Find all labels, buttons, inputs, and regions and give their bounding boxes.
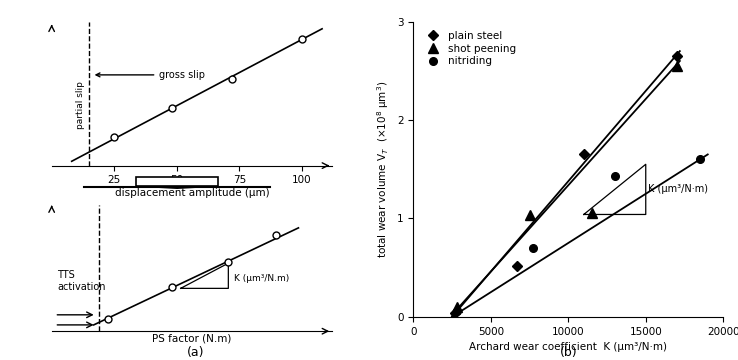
Text: K (μm³/N·m): K (μm³/N·m) bbox=[648, 184, 708, 194]
Y-axis label: total wear volume V$_T$  (×10$^8$ μm$^3$): total wear volume V$_T$ (×10$^8$ μm$^3$) bbox=[376, 81, 391, 258]
Text: gross slip: gross slip bbox=[96, 70, 205, 80]
X-axis label: PS factor (N.m): PS factor (N.m) bbox=[152, 334, 232, 344]
Text: TTS
activation: TTS activation bbox=[58, 270, 106, 292]
X-axis label: displacement amplitude (μm): displacement amplitude (μm) bbox=[114, 188, 269, 198]
X-axis label: Archard wear coefficient  K (μm³/N·m): Archard wear coefficient K (μm³/N·m) bbox=[469, 342, 667, 352]
Legend: plain steel, shot peening, nitriding: plain steel, shot peening, nitriding bbox=[418, 27, 520, 70]
Text: (a): (a) bbox=[187, 346, 204, 359]
Text: (b): (b) bbox=[559, 346, 577, 359]
Text: partial slip: partial slip bbox=[77, 81, 86, 129]
FancyBboxPatch shape bbox=[136, 177, 218, 186]
Text: K (μm³/N.m): K (μm³/N.m) bbox=[234, 274, 289, 283]
